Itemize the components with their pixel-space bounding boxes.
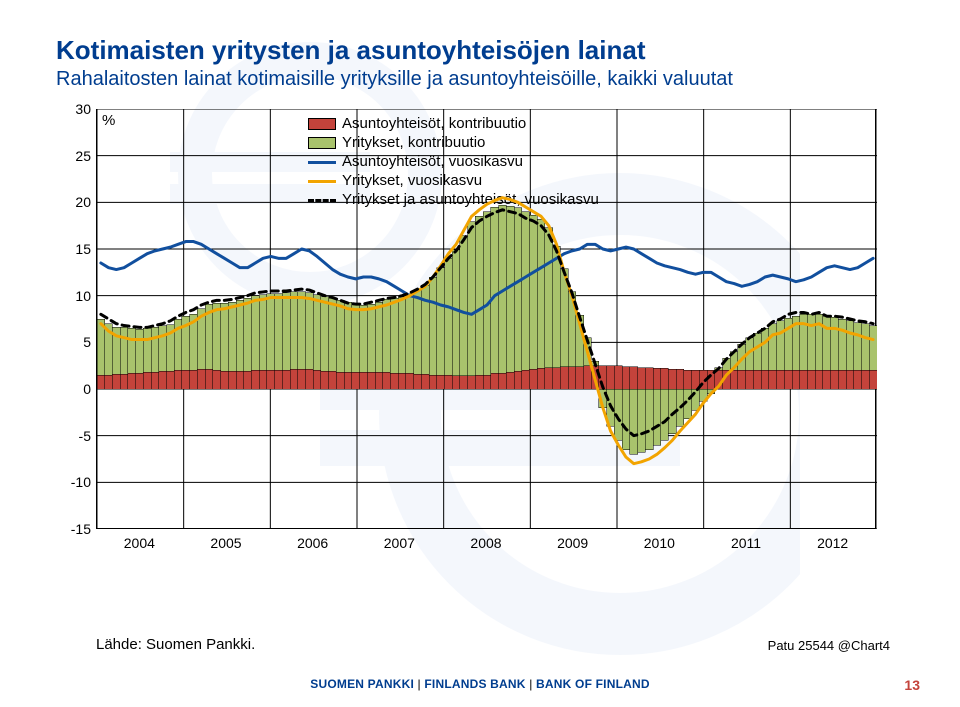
x-tick-label: 2010 xyxy=(644,535,675,551)
x-tick-label: 2008 xyxy=(470,535,501,551)
x-tick-label: 2011 xyxy=(731,535,761,551)
x-tick-label: 2006 xyxy=(297,535,328,551)
chart-area: % Asuntoyhteisöt, kontribuutioYritykset,… xyxy=(56,109,904,529)
y-tick-label: 20 xyxy=(75,194,91,210)
chart-plot: -15-10-5051015202530 xyxy=(96,109,876,529)
x-tick-label: 2005 xyxy=(210,535,241,551)
y-tick-label: 30 xyxy=(75,101,91,117)
x-tick-label: 2009 xyxy=(557,535,588,551)
page-title: Kotimaisten yritysten ja asuntoyhteisöje… xyxy=(56,36,904,66)
page-subtitle: Rahalaitosten lainat kotimaisille yrityk… xyxy=(56,68,904,91)
y-tick-label: 15 xyxy=(75,241,91,257)
y-tick-label: -10 xyxy=(71,474,91,490)
chart-reference: Patu 25544 @Chart4 xyxy=(768,638,890,653)
source-text: Lähde: Suomen Pankki. xyxy=(96,636,255,653)
y-tick-label: 10 xyxy=(75,288,91,304)
x-tick-label: 2012 xyxy=(817,535,848,551)
y-tick-label: 0 xyxy=(83,381,91,397)
y-tick-label: 25 xyxy=(75,148,91,164)
y-axis-labels: -15-10-5051015202530 xyxy=(57,109,91,528)
x-tick-label: 2007 xyxy=(384,535,415,551)
x-tick-label: 2004 xyxy=(124,535,155,551)
footer-bank: SUOMEN PANKKI | FINLANDS BANK | BANK OF … xyxy=(0,677,960,691)
y-tick-label: -15 xyxy=(71,521,91,537)
page-number: 13 xyxy=(904,677,920,693)
y-tick-label: -5 xyxy=(79,428,91,444)
y-tick-label: 5 xyxy=(83,334,91,350)
x-axis-labels: 2004 2005 2006 2007 2008 2009 2010 2011 2012 xyxy=(96,535,876,555)
